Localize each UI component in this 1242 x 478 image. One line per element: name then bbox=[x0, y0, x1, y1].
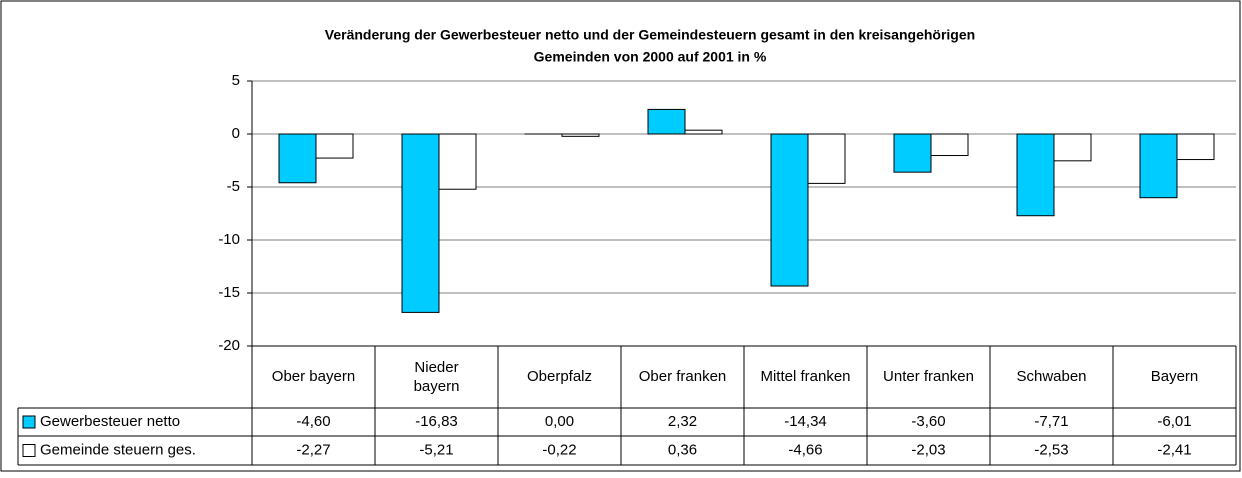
bar bbox=[562, 134, 599, 136]
y-tick-label: -10 bbox=[218, 231, 240, 248]
bar bbox=[279, 134, 316, 183]
legend-label: Gewerbesteuer netto bbox=[40, 413, 180, 430]
x-tick-label: Schwaben bbox=[1016, 368, 1086, 385]
x-tick-label: Bayern bbox=[1151, 368, 1199, 385]
x-tick-label: Unter franken bbox=[883, 368, 974, 385]
bar bbox=[685, 130, 722, 134]
legend-label: Gemeinde steuern ges. bbox=[40, 441, 196, 458]
table-value: 0,00 bbox=[545, 413, 574, 430]
bar bbox=[808, 134, 845, 183]
table-value: -2,27 bbox=[296, 441, 330, 458]
table-value: -2,53 bbox=[1034, 441, 1068, 458]
chart-title: Veränderung der Gewerbesteuer netto und … bbox=[325, 27, 975, 43]
bar bbox=[1054, 134, 1091, 161]
table-value: -0,22 bbox=[542, 441, 576, 458]
x-tick-label: Ober bayern bbox=[272, 368, 355, 385]
legend-key bbox=[23, 416, 35, 428]
bar bbox=[1017, 134, 1054, 216]
bar bbox=[931, 134, 968, 156]
chart-subtitle: Gemeinden von 2000 auf 2001 in % bbox=[534, 49, 767, 65]
table-value: -2,03 bbox=[911, 441, 945, 458]
y-tick-label: 0 bbox=[232, 125, 240, 142]
table-value: 2,32 bbox=[668, 413, 697, 430]
bar bbox=[1177, 134, 1214, 160]
legend-key bbox=[23, 445, 35, 457]
table-value: -4,66 bbox=[788, 441, 822, 458]
y-tick-label: -20 bbox=[218, 337, 240, 354]
x-tick-label: Mittel franken bbox=[760, 368, 850, 385]
table-value: -6,01 bbox=[1157, 413, 1191, 430]
table-value: 0,36 bbox=[668, 441, 697, 458]
table-value: -3,60 bbox=[911, 413, 945, 430]
table-value: -7,71 bbox=[1034, 413, 1068, 430]
bar bbox=[894, 134, 931, 172]
bar bbox=[648, 109, 685, 134]
table-value: -2,41 bbox=[1157, 441, 1191, 458]
x-tick-label: Oberpfalz bbox=[527, 368, 592, 385]
table-value: -4,60 bbox=[296, 413, 330, 430]
bar bbox=[771, 134, 808, 286]
bar bbox=[439, 134, 476, 189]
bar bbox=[402, 134, 439, 312]
y-tick-label: -15 bbox=[218, 284, 240, 301]
y-tick-label: 5 bbox=[232, 72, 240, 89]
y-tick-label: -5 bbox=[227, 178, 240, 195]
bar bbox=[316, 134, 353, 158]
x-tick-label: Ober franken bbox=[639, 368, 727, 385]
table-value: -14,34 bbox=[784, 413, 827, 430]
table-value: -16,83 bbox=[415, 413, 458, 430]
bar bbox=[1140, 134, 1177, 198]
table-value: -5,21 bbox=[419, 441, 453, 458]
